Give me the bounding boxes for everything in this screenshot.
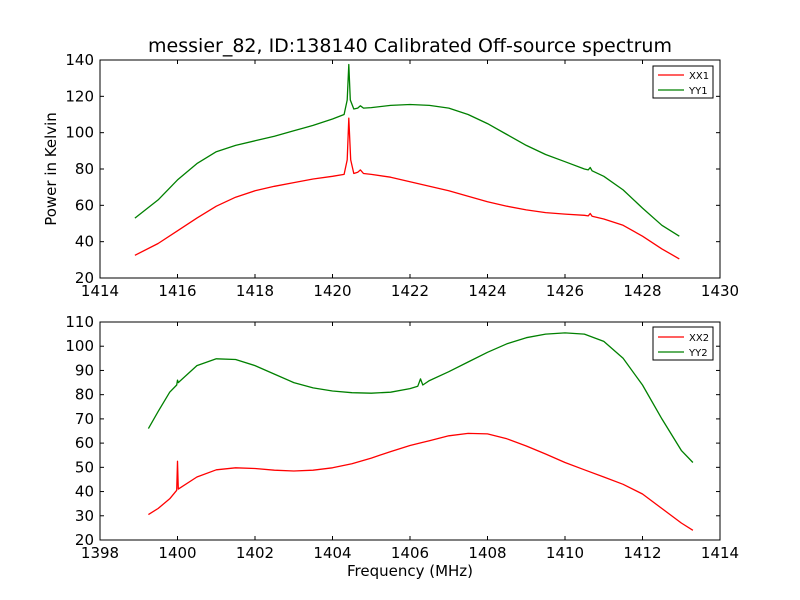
bottom-x-tick-label: 1410 — [546, 544, 584, 562]
top-y-tick-label: 60 — [75, 196, 94, 214]
bottom-y-tick-label: 30 — [75, 507, 94, 525]
bottom-x-tick-label: 1412 — [623, 544, 661, 562]
legend-label-xx2: XX2 — [689, 333, 709, 344]
bottom-legend: XX2 YY2 — [652, 326, 714, 361]
top-y-tick-label: 100 — [65, 124, 94, 142]
top-y-tick-label: 140 — [65, 51, 94, 69]
bottom-ticks: 1398 1400 1402 1404 1406 1408 1410 1412 1414 20 30… — [65, 313, 739, 562]
top-x-tick-label: 1426 — [546, 282, 584, 300]
top-x-tick-label: 1414 — [81, 282, 119, 300]
top-legend-box — [652, 65, 714, 99]
series-line-xx1 — [134, 117, 680, 260]
series-line-xx2 — [148, 432, 694, 531]
top-y-tick-label: 40 — [75, 233, 94, 251]
top-y-axis-label: Power in Kelvin — [42, 112, 60, 226]
top-y-tick-label: 120 — [65, 87, 94, 105]
bottom-y-tick-label: 110 — [65, 313, 94, 331]
top-x-tick-label: 1416 — [158, 282, 196, 300]
bottom-series-group — [147, 332, 694, 531]
top-y-tick-label: 80 — [75, 160, 94, 178]
top-subplot: messier_82, ID:138140 Calibrated Off-sou… — [42, 35, 739, 300]
series-line-yy1 — [134, 63, 680, 237]
series-line-yy2 — [147, 332, 694, 463]
top-series-group — [134, 63, 680, 260]
top-ticks: 1414 1416 1418 1420 1422 1424 1426 1428 1430 20 40… — [65, 51, 739, 300]
bottom-subplot: Frequency (MHz) 1398 1400 1402 1404 1406 1408… — [65, 313, 739, 580]
bottom-y-tick-label: 20 — [75, 531, 94, 549]
top-x-tick-label: 1418 — [236, 282, 274, 300]
bottom-x-tick-label: 1402 — [236, 544, 274, 562]
bottom-y-tick-label: 100 — [65, 337, 94, 355]
top-x-tick-label: 1422 — [391, 282, 429, 300]
bottom-y-tick-label: 60 — [75, 434, 94, 452]
legend-label-yy1: YY1 — [688, 86, 708, 97]
bottom-x-tick-label: 1400 — [158, 544, 196, 562]
top-y-tick-label: 20 — [75, 269, 94, 287]
bottom-y-tick-label: 80 — [75, 386, 94, 404]
bottom-y-tick-label: 70 — [75, 410, 94, 428]
top-x-tick-label: 1424 — [468, 282, 506, 300]
bottom-y-tick-label: 90 — [75, 361, 94, 379]
bottom-x-tick-label: 1414 — [701, 544, 739, 562]
top-legend: XX1 YY1 — [652, 65, 714, 99]
bottom-x-tick-label: 1408 — [468, 544, 506, 562]
chart-title: messier_82, ID:138140 Calibrated Off-sou… — [148, 35, 672, 57]
top-x-tick-label: 1430 — [701, 282, 739, 300]
top-x-tick-label: 1428 — [623, 282, 661, 300]
bottom-y-tick-label: 50 — [75, 458, 94, 476]
legend-label-xx1: XX1 — [689, 71, 709, 82]
bottom-legend-box — [652, 326, 714, 361]
bottom-y-tick-label: 40 — [75, 483, 94, 501]
bottom-x-axis-label: Frequency (MHz) — [347, 562, 473, 580]
bottom-plot-frame — [99, 321, 721, 541]
top-x-tick-label: 1420 — [313, 282, 351, 300]
top-plot-frame — [99, 59, 721, 279]
bottom-x-tick-label: 1398 — [81, 544, 119, 562]
legend-label-yy2: YY2 — [688, 348, 708, 359]
bottom-x-tick-label: 1404 — [313, 544, 351, 562]
bottom-x-tick-label: 1406 — [391, 544, 429, 562]
